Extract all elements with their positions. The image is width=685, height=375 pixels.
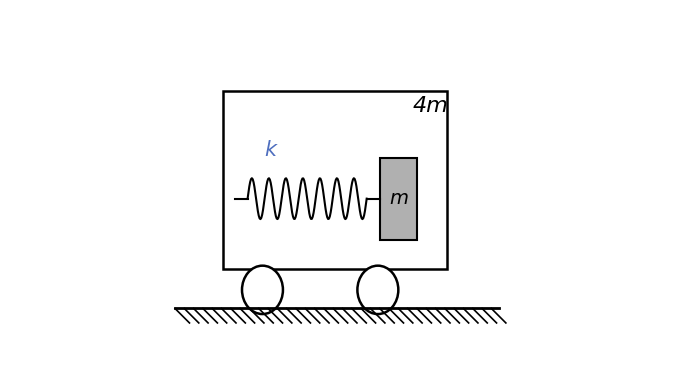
FancyBboxPatch shape <box>223 91 447 269</box>
Text: k: k <box>264 140 276 160</box>
Text: m: m <box>389 189 408 208</box>
Text: 4m: 4m <box>412 96 448 116</box>
Bar <box>379 158 417 240</box>
Ellipse shape <box>242 266 283 314</box>
Ellipse shape <box>358 266 399 314</box>
